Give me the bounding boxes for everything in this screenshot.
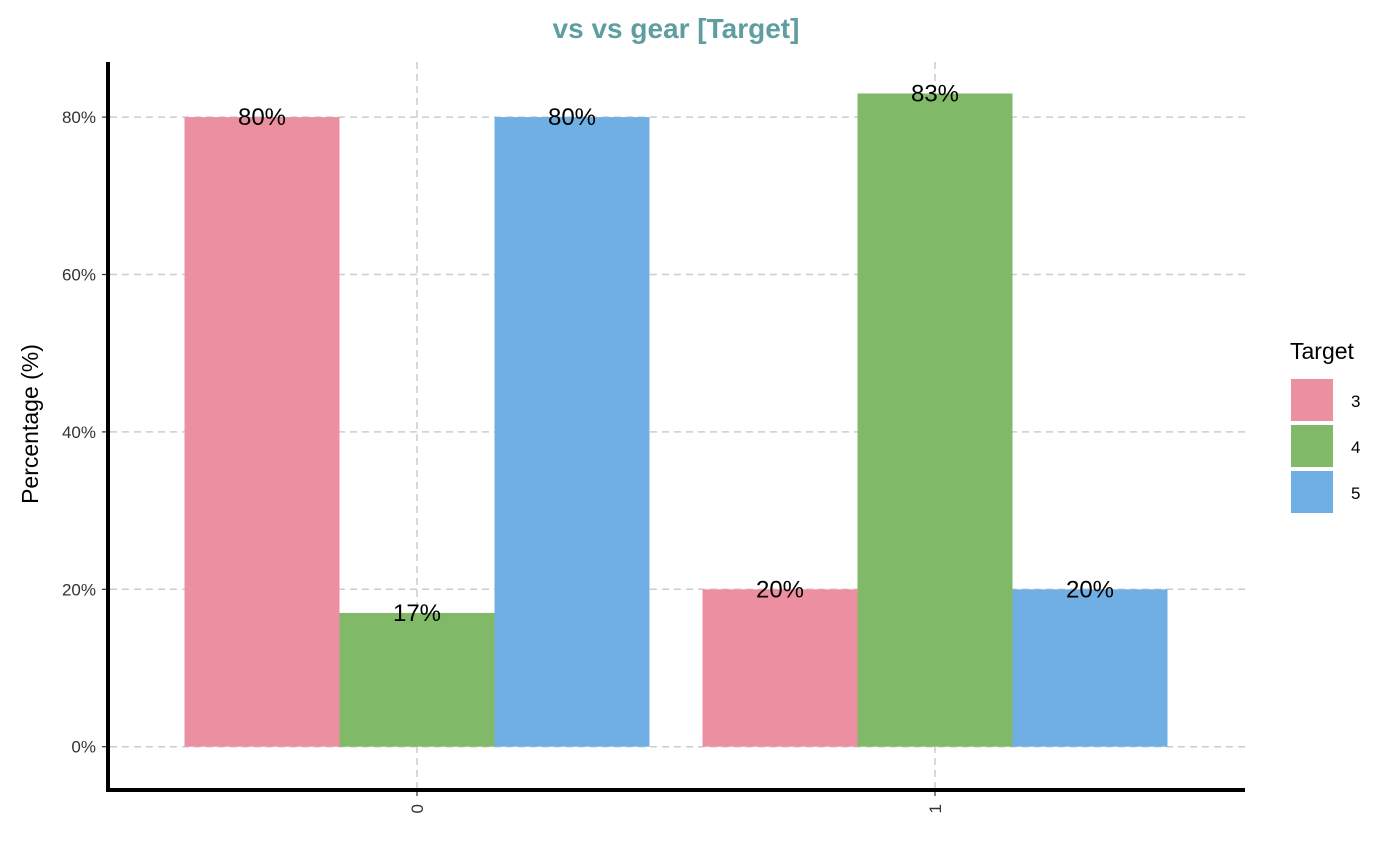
data-label: 20%: [1066, 576, 1114, 603]
bar-0-3: [184, 117, 340, 747]
data-label: 83%: [911, 80, 959, 107]
chart-title: vs vs gear [Target]: [553, 13, 800, 44]
y-tick-label: 60%: [62, 265, 96, 284]
axes-layer: 0% 20% 40% 60% 80% 0 1: [62, 62, 1245, 813]
bar-0-4: [339, 612, 495, 747]
data-labels-layer: 80% 17% 80% 20% 83% 20%: [238, 80, 1114, 626]
y-tick-label: 0%: [71, 738, 96, 757]
data-label: 80%: [548, 104, 596, 131]
x-tick-label: 1: [926, 804, 945, 813]
bars-layer: [184, 93, 1168, 747]
data-label: 17%: [393, 600, 441, 627]
bar-1-5: [1012, 589, 1168, 747]
bar-1-4: [857, 93, 1013, 747]
data-label: 20%: [756, 576, 804, 603]
data-label: 80%: [238, 104, 286, 131]
legend-items: 3 4 5: [1291, 379, 1360, 513]
bar-1-3: [702, 589, 858, 747]
legend-swatch-4: [1291, 425, 1333, 467]
bar-0-5: [494, 117, 650, 747]
x-tick-label: 0: [408, 804, 427, 813]
y-tick-label: 80%: [62, 108, 96, 127]
legend-label-3: 3: [1351, 392, 1360, 411]
y-tick-label: 20%: [62, 580, 96, 599]
legend-label-4: 4: [1351, 438, 1360, 457]
legend-label-5: 5: [1351, 484, 1360, 503]
legend-title: Target: [1290, 338, 1355, 364]
legend: Target 3 4 5: [1290, 338, 1360, 513]
y-axis-title: Percentage (%): [17, 344, 43, 504]
legend-swatch-3: [1291, 379, 1333, 421]
legend-swatch-5: [1291, 471, 1333, 513]
y-tick-label: 40%: [62, 423, 96, 442]
